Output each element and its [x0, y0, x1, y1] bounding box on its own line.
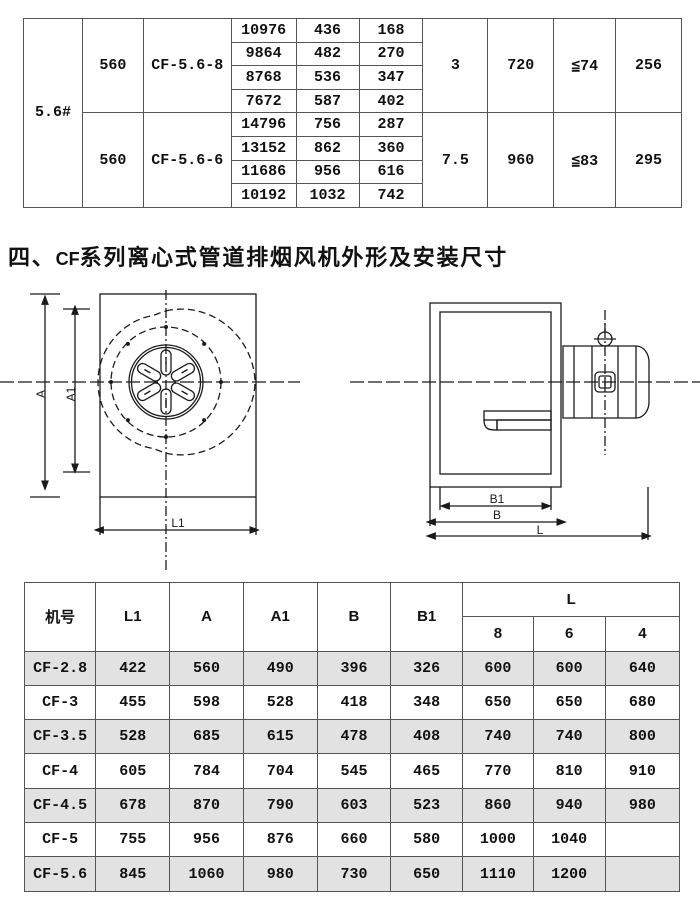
- svg-text:A1: A1: [64, 386, 78, 401]
- svg-text:L1: L1: [171, 516, 185, 530]
- svg-text:L: L: [537, 523, 544, 537]
- svg-text:A: A: [34, 390, 48, 398]
- svg-text:B: B: [493, 508, 501, 522]
- svg-text:B1: B1: [490, 492, 505, 506]
